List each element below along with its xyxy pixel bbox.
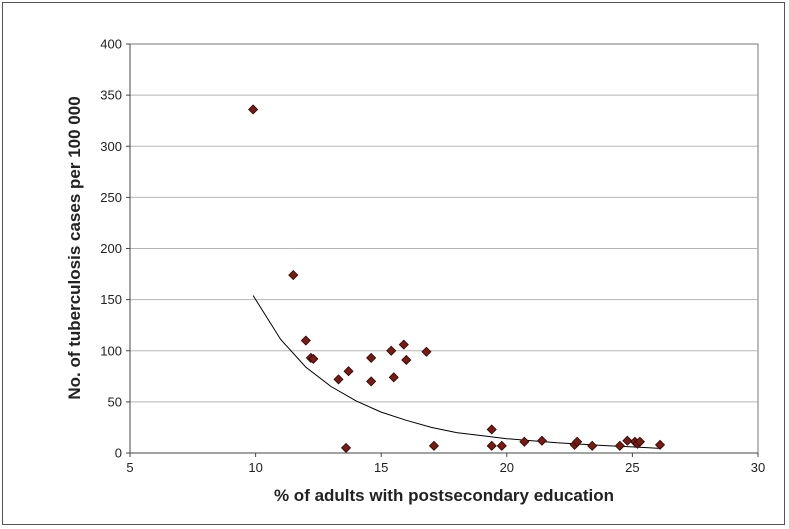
y-tick-label: 100 [100, 343, 122, 358]
data-point [486, 440, 497, 451]
x-tick-label: 20 [500, 460, 514, 475]
data-point [421, 346, 432, 357]
data-point [536, 435, 548, 446]
data-point [343, 366, 354, 377]
data-point [486, 424, 497, 435]
data-point [622, 435, 633, 446]
data-point [340, 442, 352, 453]
data-point [614, 440, 625, 451]
axes [126, 43, 759, 457]
x-tick-label: 15 [374, 460, 388, 475]
y-axis-title: No. of tuberculosis cases per 100 000 [65, 96, 84, 399]
data-point [654, 439, 666, 450]
data-point [308, 353, 319, 364]
data-points [248, 104, 666, 453]
y-tick-label: 250 [100, 190, 122, 205]
data-point [634, 436, 646, 447]
x-tick-label: 10 [248, 460, 262, 475]
data-point [401, 354, 412, 366]
data-point [333, 374, 344, 385]
data-point [428, 440, 440, 451]
data-point [398, 339, 409, 350]
data-point [572, 436, 583, 447]
y-tick-labels: 0 50 100 150 200 250 300 350 400 [100, 37, 122, 461]
y-tick-label: 200 [100, 241, 122, 256]
x-tick-label: 5 [126, 460, 133, 475]
y-tick-label: 400 [100, 37, 122, 52]
y-tick-label: 50 [108, 394, 122, 409]
data-point [248, 104, 259, 115]
data-point [300, 335, 311, 346]
data-point [386, 345, 397, 356]
y-tick-label: 0 [115, 446, 122, 461]
data-point [366, 352, 377, 363]
data-point [366, 376, 377, 387]
y-tick-label: 300 [100, 139, 122, 154]
x-tick-labels: 5 10 15 20 25 30 [126, 460, 765, 475]
x-tick-label: 25 [625, 460, 639, 475]
data-point [288, 270, 299, 281]
x-tick-label: 30 [751, 460, 765, 475]
gridlines [130, 94, 758, 403]
x-axis-title: % of adults with postsecondary education [274, 486, 614, 505]
y-tick-label: 150 [100, 292, 122, 307]
y-tick-label: 350 [100, 88, 122, 103]
data-point [519, 436, 530, 447]
data-point [587, 440, 598, 451]
data-point [496, 440, 507, 451]
data-point [388, 372, 399, 383]
